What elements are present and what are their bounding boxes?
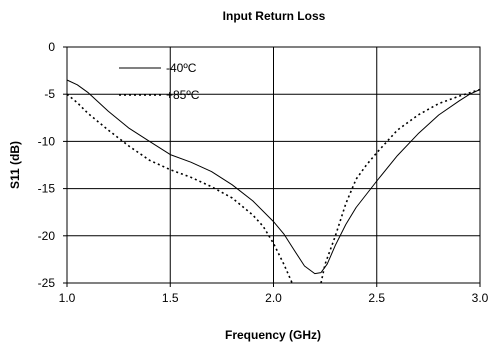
x-tick-label: 3.0 [472,291,489,305]
y-tick-label: 0 [48,40,55,54]
legend-label-series-1: -40ºC [166,61,197,75]
plot-area [66,46,481,284]
y-axis-ticks: 0 -5 -10 -15 -20 -25 [38,40,67,290]
y-tick-label: -20 [38,229,56,243]
series-line-2 [66,93,295,284]
series-layer [66,79,481,284]
legend-label-series-2: +85ºC [166,88,200,102]
series-line-1 [66,79,481,275]
y-axis-label: S11 (dB) [8,141,22,189]
series-line-3 [320,88,481,284]
y-tick-label: -5 [44,87,55,101]
x-tick-label: 2.0 [265,291,282,305]
x-tick-label: 1.5 [162,291,179,305]
grid-lines [67,47,480,283]
legend: -40ºC +85ºC [119,61,200,102]
chart-title: Input Return Loss [223,9,326,23]
x-tick-label: 1.0 [59,291,76,305]
y-tick-label: -25 [38,276,56,290]
x-axis-ticks: 1.0 1.5 2.0 2.5 3.0 [59,283,489,305]
y-tick-label: -15 [38,182,56,196]
x-axis-label: Frequency (GHz) [225,328,321,342]
x-tick-label: 2.5 [368,291,385,305]
y-tick-label: -10 [38,134,56,148]
